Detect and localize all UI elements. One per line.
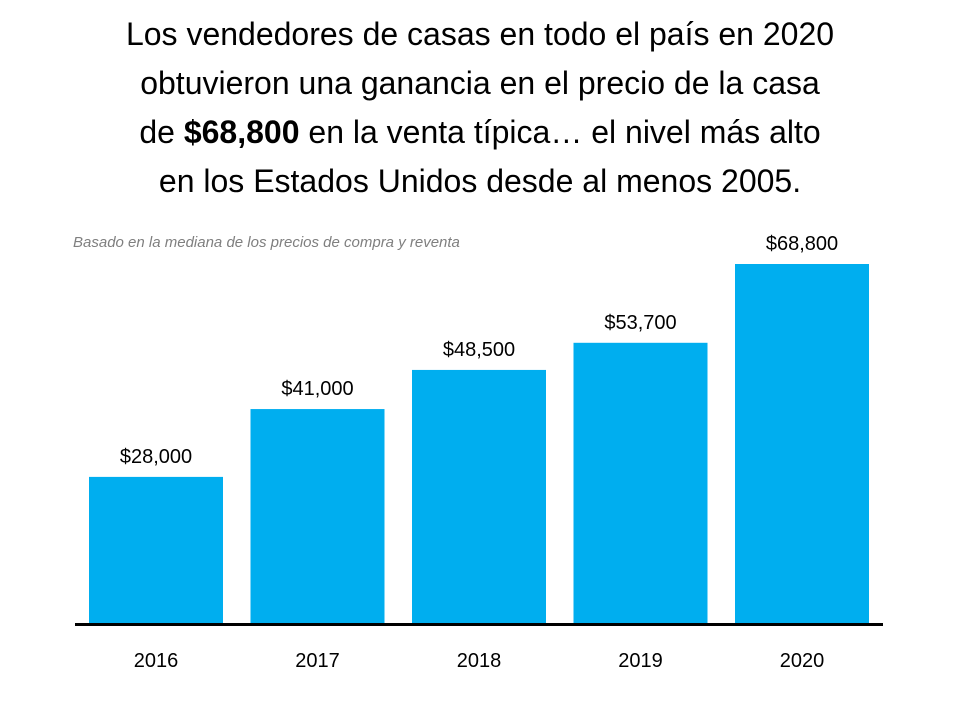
title-line-3-pre: de bbox=[139, 114, 184, 150]
data-label-2019: $53,700 bbox=[604, 312, 676, 334]
x-tick-label-2016: 2016 bbox=[134, 650, 179, 672]
chart-title: Los vendedores de casas en todo el país … bbox=[0, 10, 960, 206]
bar-2016 bbox=[89, 476, 223, 623]
bar-2018 bbox=[412, 369, 546, 623]
x-tick-label-2019: 2019 bbox=[618, 650, 663, 672]
x-tick-label-2018: 2018 bbox=[457, 650, 502, 672]
title-highlight-value: $68,800 bbox=[183, 114, 300, 150]
x-tick-label-2020: 2020 bbox=[780, 650, 825, 672]
chart-subtitle: Basado en la mediana de los precios de c… bbox=[73, 234, 460, 251]
data-label-2017: $41,000 bbox=[281, 378, 353, 400]
title-line-3-post: en la venta típica… el nivel más alto bbox=[299, 114, 821, 150]
data-label-2016: $28,000 bbox=[120, 446, 192, 468]
title-line-1: Los vendedores de casas en todo el país … bbox=[125, 16, 835, 52]
title-line-2: obtuvieron una ganancia en el precio de … bbox=[140, 65, 820, 101]
bar-2017 bbox=[250, 409, 385, 623]
bar-2019 bbox=[573, 342, 708, 623]
title-line-4: en los Estados Unidos desde al menos 200… bbox=[158, 163, 802, 199]
x-tick-label-2017: 2017 bbox=[295, 650, 340, 672]
data-label-2020: $68,800 bbox=[766, 233, 838, 255]
title-line-3: de $68,800 en la venta típica… el nivel … bbox=[0, 108, 960, 157]
bar-2020 bbox=[735, 264, 869, 623]
data-label-2018: $48,500 bbox=[443, 339, 515, 361]
